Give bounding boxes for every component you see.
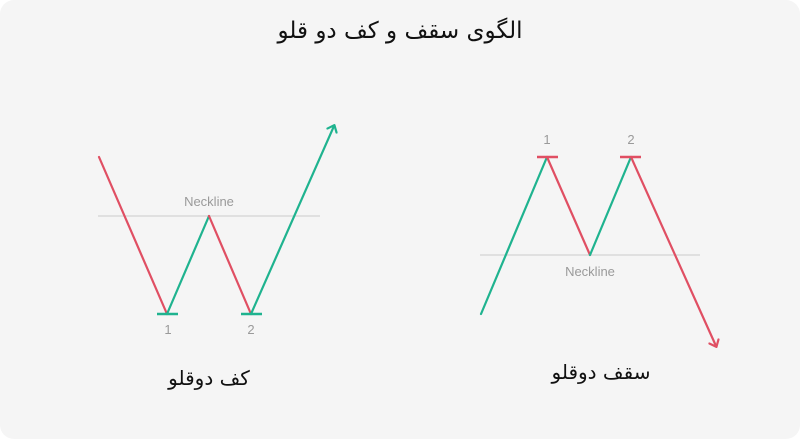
double-top-rally-2 [588,155,633,257]
double-bottom-caption: کف دوقلو [168,366,250,390]
double-bottom-decline-1 [97,155,169,316]
double-top-label-2: 2 [627,132,634,147]
double-bottom-breakout-arrow [249,126,334,316]
double-top-pattern: Neckline 1 2 [479,132,716,346]
diagram-title: الگوی سقف و کف دو قلو [277,18,523,44]
double-top-neckline-label: Neckline [565,264,615,279]
double-bottom-decline-2 [207,214,253,316]
double-bottom-label-1: 1 [164,322,171,337]
double-bottom-neckline-label: Neckline [184,194,234,209]
double-top-caption: سقف دوقلو [551,360,651,384]
double-top-rally-1 [479,155,549,316]
double-top-decline-1 [545,155,592,257]
double-top-label-1: 1 [543,132,550,147]
double-top-breakdown-arrow [629,155,716,346]
double-bottom-rally-1 [165,214,211,316]
double-bottom-pattern: Neckline 1 2 [97,126,334,337]
double-bottom-label-2: 2 [247,322,254,337]
